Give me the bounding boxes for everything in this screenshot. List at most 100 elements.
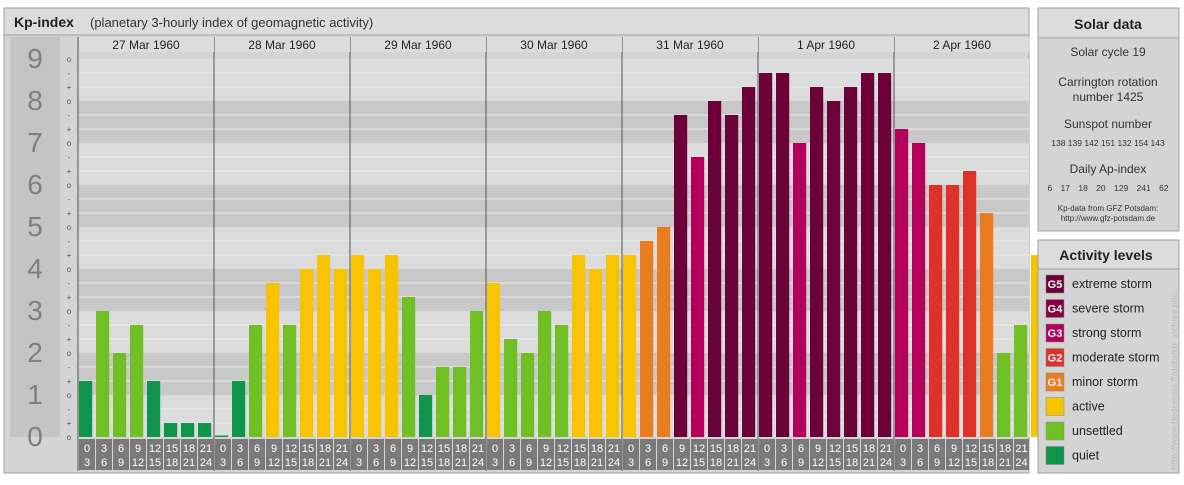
x-label-cell [283,439,299,470]
y-tick-label: 4 [27,253,43,284]
solar-panel: Solar data Solar cycle 19 Carrington rot… [1037,7,1180,232]
kp-bar [878,72,892,438]
legend-swatch [1045,323,1065,343]
x-tick-end: 6 [509,457,515,469]
x-tick-end: 3 [356,457,362,469]
x-tick-start: 15 [166,443,178,455]
kp-bar [317,255,331,437]
x-tick-end: 24 [880,457,892,469]
x-tick-start: 12 [829,443,841,455]
x-label-cell [929,439,945,470]
x-tick-start: 9 [135,443,141,455]
activity-title: Activity levels [1059,247,1153,263]
x-tick-start: 15 [710,443,722,455]
x-label-cell [606,439,622,470]
source-line1: Kp-data from GFZ Potsdam: [1058,204,1158,213]
legend-label: minor storm [1072,375,1138,389]
x-tick-end: 3 [764,457,770,469]
x-tick-end: 9 [118,457,124,469]
x-tick-end: 3 [84,457,90,469]
x-label-cell [385,439,401,470]
x-label-cell [487,439,503,470]
y-minor-tick: + [67,335,72,344]
y-minor-tick: - [68,321,71,330]
day-header-bg [79,37,214,52]
solar-panel-frame [1037,7,1180,232]
kp-bar [351,255,365,437]
x-label-cell [164,439,180,470]
x-label-cell [844,439,860,470]
y-tick-label: 8 [27,85,43,116]
x-label-cell [453,439,469,470]
day-label: 27 Mar 1960 [112,38,180,52]
x-tick-end: 24 [336,457,348,469]
x-label-cell [266,439,282,470]
kp-bar [147,381,161,437]
legend-swatch [1045,397,1065,416]
legend-swatch [1045,446,1065,465]
kp-bar [487,282,501,437]
y-minor-tick: + [67,209,72,218]
x-tick-start: 3 [101,443,107,455]
x-tick-start: 21 [608,443,620,455]
x-label-cell [895,439,911,470]
x-label-cell [215,439,231,470]
x-tick-end: 24 [744,457,756,469]
x-tick-end: 15 [693,457,705,469]
x-label-cell [878,439,894,470]
x-tick-end: 21 [591,457,603,469]
carrington-line1: Carrington rotation [1058,75,1157,89]
x-label-cell [793,439,809,470]
kp-bar [402,297,416,437]
day-label: 31 Mar 1960 [656,38,724,52]
kp-bar [419,395,433,437]
x-label-cell [742,439,758,470]
x-tick-end: 12 [404,457,416,469]
day-label: 2 Apr 1960 [933,38,991,52]
solar-title: Solar data [1074,16,1142,32]
ap-values: 6 17 18 20 129 241 62 [1047,183,1168,193]
x-tick-end: 3 [220,457,226,469]
x-tick-start: 0 [764,443,770,455]
x-tick-end: 15 [557,457,569,469]
activity-legend: G5 extreme storm G4 severe storm G3 strong st… [1045,274,1160,465]
x-tick-end: 21 [727,457,739,469]
y-minor-tick: o [67,265,72,274]
legend-swatch [1045,421,1065,441]
kp-bar [589,269,603,437]
x-tick-end: 18 [166,457,178,469]
kp-bar [130,324,144,437]
x-tick-start: 15 [302,443,314,455]
x-tick-start: 9 [407,443,413,455]
x-axis: 0336699121215151818212124033669912121515… [79,439,1029,470]
x-label-cell [79,439,95,470]
x-tick-start: 3 [237,443,243,455]
legend-label: extreme storm [1072,277,1152,291]
x-label-cell [1014,439,1029,470]
x-label-cell [674,439,690,470]
kp-bar [385,255,399,437]
x-label-cell [334,439,350,470]
x-tick-end: 9 [934,457,940,469]
x-label-cell [521,439,537,470]
y-minor-column [60,37,78,437]
kp-bar [895,129,909,437]
kp-bar [181,423,195,437]
day-label: 1 Apr 1960 [797,38,855,52]
x-tick-end: 18 [982,457,994,469]
day-header-bg [895,37,1030,52]
x-tick-start: 18 [863,443,875,455]
x-tick-start: 0 [492,443,498,455]
x-tick-start: 6 [662,443,668,455]
x-tick-start: 12 [285,443,297,455]
chart-subtitle: (planetary 3-hourly index of geomagnetic… [90,15,373,30]
legend-swatch [1045,348,1065,367]
kp-bar [623,255,637,437]
x-tick-start: 9 [815,443,821,455]
x-tick-end: 21 [319,457,331,469]
x-tick-start: 12 [965,443,977,455]
day-header-bg [351,37,486,52]
x-tick-start: 15 [846,443,858,455]
x-label-cell [181,439,197,470]
